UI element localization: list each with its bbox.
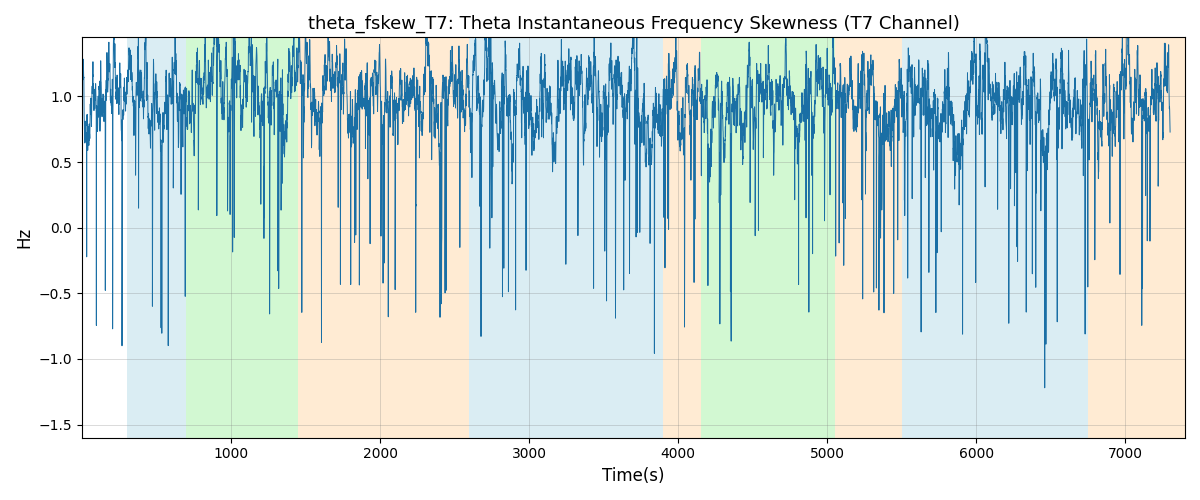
Y-axis label: Hz: Hz (14, 227, 32, 248)
Bar (664, 38, 701, 438)
Bar (901, 38, 1088, 438)
Bar (835, 38, 901, 438)
Bar (127, 38, 186, 438)
Bar (469, 38, 664, 438)
Title: theta_fskew_T7: Theta Instantaneous Frequency Skewness (T7 Channel): theta_fskew_T7: Theta Instantaneous Freq… (307, 15, 959, 34)
Bar (186, 38, 298, 438)
X-axis label: Time(s): Time(s) (602, 467, 665, 485)
Bar (298, 38, 469, 438)
Bar (760, 38, 835, 438)
Bar (701, 38, 760, 438)
Bar (1088, 38, 1186, 438)
